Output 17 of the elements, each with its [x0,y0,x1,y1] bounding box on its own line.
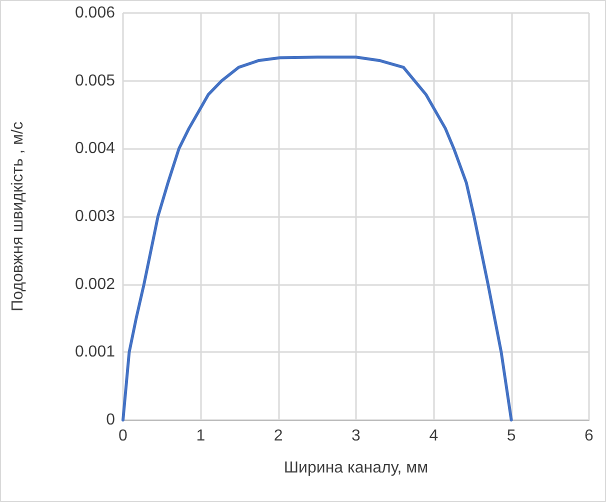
y-tick-label: 0.003 [74,208,116,225]
line-series [122,56,513,422]
y-tick-label: 0.006 [74,4,116,22]
y-tick-label: 0.004 [74,140,116,158]
y-tick-label: 0 [106,412,116,428]
y-axis-title: Подовжня швидкість , м/с [10,122,26,312]
x-tick-label: 1 [196,428,206,444]
x-axis-title: Ширина каналу, мм [284,460,428,476]
x-tick-label: 5 [506,428,516,444]
x-tick-label: 4 [429,428,438,444]
x-tick-label: 0 [118,428,128,444]
y-tick-label: 0.005 [74,72,116,90]
x-tick-label: 3 [352,428,361,444]
y-tick-label: 0.001 [74,344,116,361]
y-tick-label: 0.002 [74,276,116,293]
x-tick-label: 6 [584,428,594,444]
x-tick-label: 2 [274,428,283,444]
